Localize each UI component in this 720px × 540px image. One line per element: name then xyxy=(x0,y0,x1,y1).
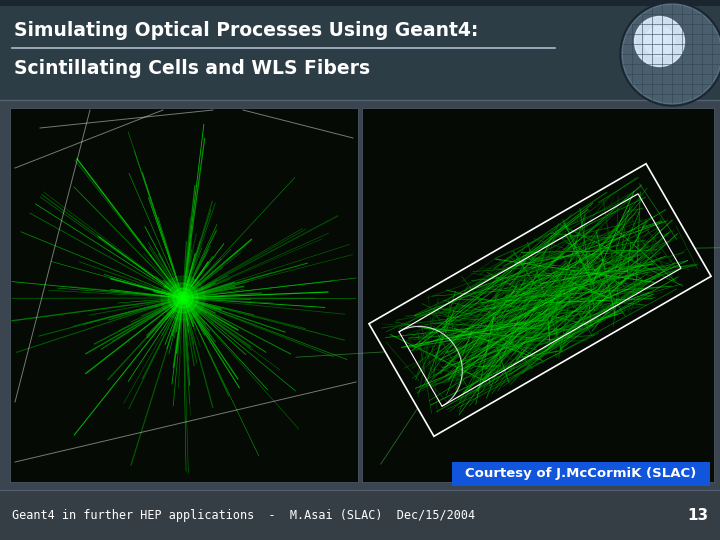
Text: Simulating Optical Processes Using Geant4:: Simulating Optical Processes Using Geant… xyxy=(14,21,478,39)
Text: Scintillating Cells and WLS Fibers: Scintillating Cells and WLS Fibers xyxy=(14,58,370,78)
Circle shape xyxy=(177,292,189,304)
Circle shape xyxy=(622,4,720,104)
Bar xyxy=(0,0,720,100)
Circle shape xyxy=(644,26,675,57)
Text: Courtesy of J.McCormiK (SLAC): Courtesy of J.McCormiK (SLAC) xyxy=(465,468,697,481)
Text: 13: 13 xyxy=(687,509,708,523)
Bar xyxy=(0,100,720,490)
Circle shape xyxy=(622,4,720,104)
Bar xyxy=(362,108,714,482)
Circle shape xyxy=(161,276,205,320)
Bar xyxy=(0,490,720,540)
Circle shape xyxy=(634,17,685,66)
Circle shape xyxy=(173,288,193,308)
Circle shape xyxy=(168,283,198,313)
Bar xyxy=(10,108,358,482)
Bar xyxy=(0,0,720,6)
Circle shape xyxy=(652,34,667,49)
Circle shape xyxy=(620,2,720,106)
Text: Geant4 in further HEP applications  -  M.Asai (SLAC)  Dec/15/2004: Geant4 in further HEP applications - M.A… xyxy=(12,510,475,523)
Bar xyxy=(452,462,710,486)
Circle shape xyxy=(180,295,186,301)
